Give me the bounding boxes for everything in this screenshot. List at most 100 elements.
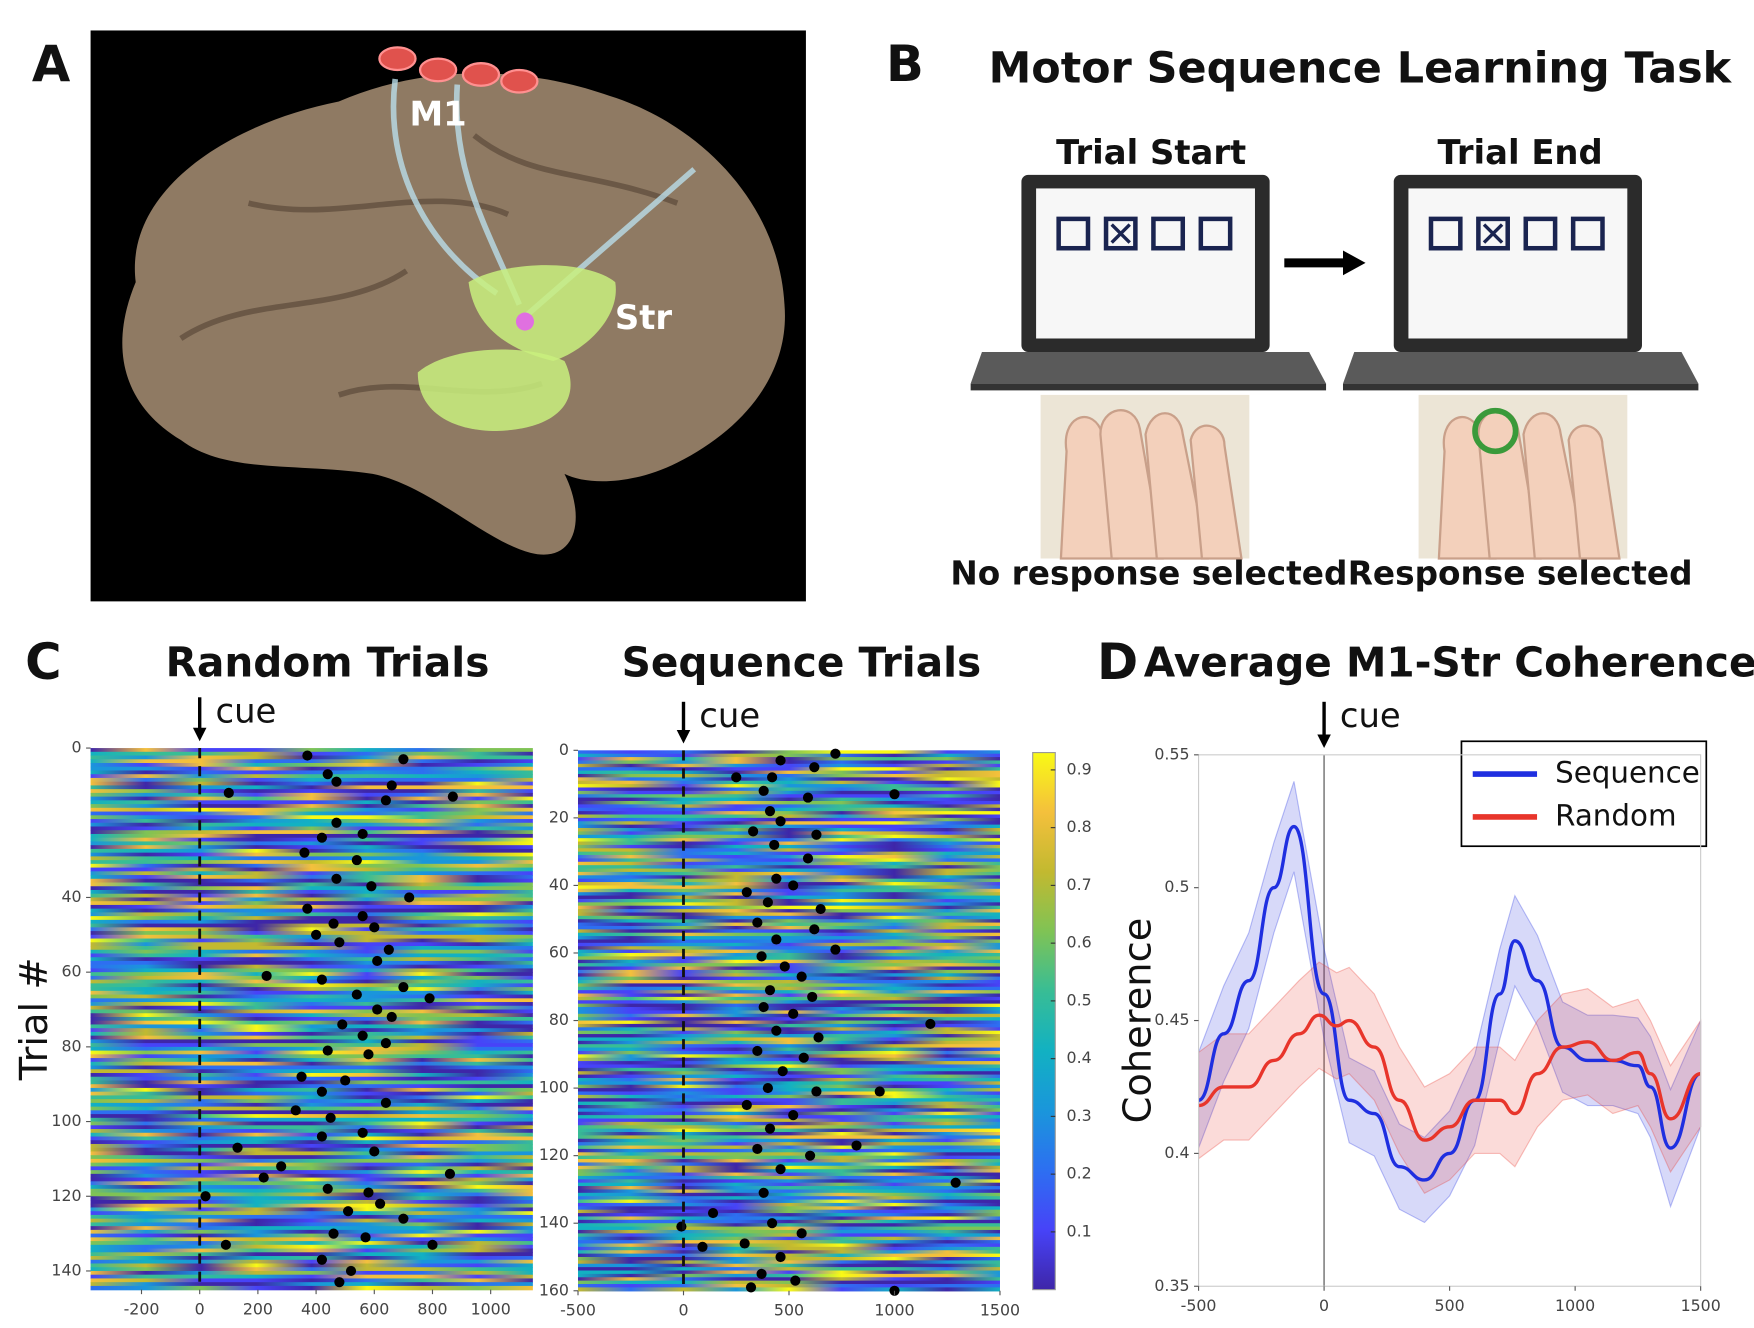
- legend-label: Sequence: [1555, 756, 1700, 790]
- heatmap-texture: [578, 1104, 1000, 1110]
- heatmap-texture: [90, 1274, 533, 1280]
- heatmap-texture: [578, 1088, 1000, 1093]
- heatmap-texture: [578, 986, 1000, 991]
- heatmap-texture: [578, 763, 1000, 768]
- event-dot: [950, 1177, 961, 1188]
- heatmap-texture: [578, 1027, 1000, 1032]
- heatmap-texture: [578, 1081, 1000, 1086]
- heatmap-texture: [578, 1179, 1000, 1184]
- heatmap-texture: [90, 1151, 533, 1156]
- heatmap-texture: [578, 996, 1000, 1001]
- event-dot: [802, 853, 814, 864]
- heatmap-texture: [90, 1241, 533, 1246]
- event-dot: [796, 1228, 807, 1239]
- event-dot: [351, 989, 362, 1000]
- heatmap-texture: [90, 770, 533, 775]
- heatmap-texture: [90, 1229, 533, 1235]
- heatmap-texture: [90, 766, 533, 772]
- event-dot: [851, 1140, 862, 1151]
- colorbar-tick-label: 0.5: [1067, 990, 1092, 1009]
- heatmap-texture: [578, 1206, 1000, 1211]
- heatmap-texture: [90, 994, 533, 999]
- heatmap-texture: [578, 1229, 1000, 1235]
- y-tick-label: 0: [559, 740, 569, 759]
- heatmap-texture: [90, 1218, 533, 1224]
- event-dot: [707, 1207, 719, 1219]
- heatmap-texture: [90, 781, 533, 787]
- brain-render: [90, 30, 806, 602]
- heatmap-texture: [90, 1162, 533, 1168]
- heatmap-texture: [578, 807, 1000, 812]
- heatmap-texture: [90, 1024, 533, 1029]
- heatmap-texture: [90, 1226, 533, 1231]
- heatmap-texture: [90, 1192, 533, 1197]
- event-dot: [752, 1143, 763, 1154]
- heatmap-texture: [578, 1121, 1000, 1126]
- heatmap-texture: [578, 1182, 1000, 1187]
- event-dot: [311, 929, 322, 940]
- event-dot: [331, 873, 342, 884]
- heatmap-texture: [90, 819, 533, 824]
- heatmap-texture: [90, 1173, 533, 1179]
- event-dot: [764, 806, 776, 817]
- hand: [1418, 394, 1628, 560]
- heatmap-texture: [578, 1162, 1000, 1167]
- event-dot: [334, 1277, 345, 1288]
- heatmap-texture: [578, 1260, 1000, 1265]
- heatmap-texture: [90, 1084, 533, 1089]
- heatmap-texture: [90, 889, 533, 895]
- heatmap-texture: [90, 1035, 533, 1041]
- heatmap-texture: [578, 1074, 1000, 1079]
- heatmap-texture: [578, 841, 1000, 846]
- heatmap-texture: [90, 1065, 533, 1070]
- heatmap-texture: [90, 1106, 533, 1112]
- heatmap-texture: [90, 878, 533, 884]
- event-dot: [357, 828, 368, 840]
- heatmap-texture: [578, 767, 1000, 772]
- heatmap-texture: [578, 902, 1000, 907]
- event-dot: [771, 873, 782, 884]
- event-dot: [811, 1086, 822, 1097]
- y-tick-label: 80: [61, 1036, 81, 1055]
- event-dot: [756, 951, 767, 962]
- event-dot: [316, 1131, 327, 1142]
- heatmap-texture: [578, 1098, 1000, 1103]
- heatmap-texture: [90, 852, 533, 858]
- heatmap-texture: [90, 1252, 533, 1257]
- heatmap-texture: [90, 1233, 533, 1239]
- x-tick-label: 1000: [1555, 1296, 1595, 1315]
- event-dot: [200, 1191, 211, 1202]
- event-dot: [807, 991, 818, 1002]
- heatmap-texture: [578, 848, 1000, 853]
- event-dot: [398, 1213, 409, 1224]
- x-tick-label: 0: [1319, 1296, 1329, 1315]
- heatmap-texture: [90, 837, 533, 843]
- event-dot: [328, 1228, 339, 1239]
- event-dot: [223, 787, 234, 798]
- region-label: M1: [409, 95, 466, 134]
- heatmap-texture: [578, 858, 1000, 863]
- x-tick-label: 1000: [874, 1301, 914, 1320]
- x-tick-label: 1500: [980, 1301, 1020, 1320]
- heatmap-texture: [90, 1158, 533, 1164]
- heatmap-texture: [90, 875, 533, 880]
- event-dot: [398, 982, 409, 993]
- heatmap-texture: [90, 1196, 533, 1201]
- heatmap-texture: [90, 833, 533, 839]
- event-dot: [343, 1206, 354, 1217]
- heatmap-texture: [578, 777, 1000, 782]
- colorbar-tick-label: 0.8: [1067, 817, 1092, 836]
- event-dot: [676, 1221, 687, 1232]
- heatmap-texture: [578, 797, 1000, 802]
- heatmap-texture: [578, 861, 1000, 866]
- heatmap-texture: [90, 774, 533, 779]
- heatmap-texture: [578, 983, 1000, 988]
- heatmap-texture: [578, 1196, 1000, 1201]
- heatmap-texture: [578, 1037, 1000, 1042]
- heatmap-texture: [578, 980, 1000, 985]
- heatmap-texture: [90, 1170, 533, 1175]
- screen-footer: Response selected: [1348, 554, 1693, 592]
- heatmap-texture: [578, 1061, 1000, 1066]
- heatmap-texture: [578, 811, 1000, 816]
